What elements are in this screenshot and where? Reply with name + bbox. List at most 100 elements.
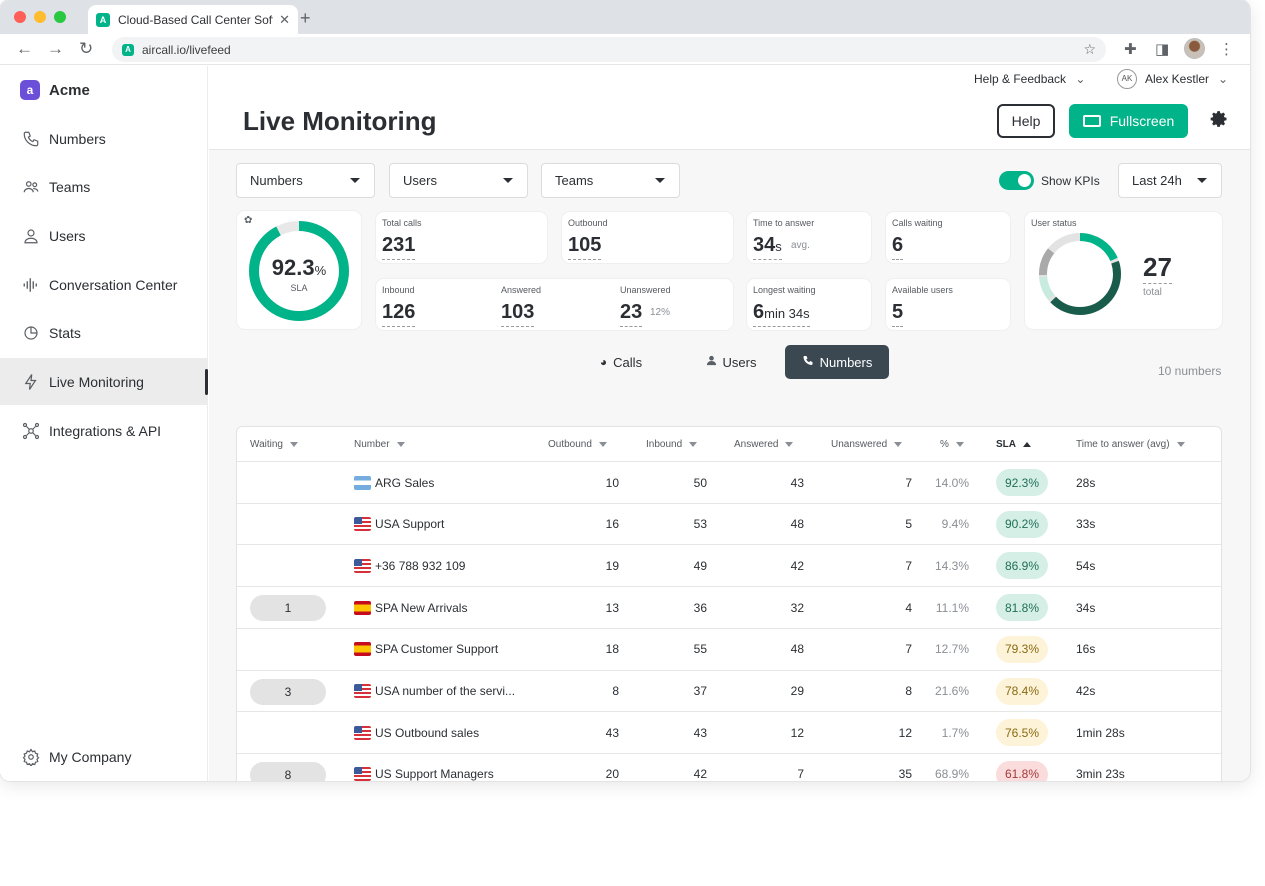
- unanswered-cell: 35: [898, 767, 912, 781]
- forward-arrow-icon[interactable]: →: [47, 39, 64, 58]
- tab-numbers[interactable]: Numbers: [785, 345, 889, 379]
- unanswered-cell: 7: [905, 475, 912, 490]
- maximize-window-icon[interactable]: [54, 11, 66, 23]
- number-cell[interactable]: USA number of the servi...: [354, 671, 534, 712]
- us-flag-icon: [354, 725, 371, 740]
- browser-tab[interactable]: A Cloud-Based Call Center Softw... ✕: [88, 5, 298, 34]
- reload-icon[interactable]: ↻: [79, 39, 94, 58]
- sidebar-item-live-monitoring[interactable]: Live Monitoring: [0, 358, 208, 405]
- minimize-window-icon[interactable]: [34, 11, 46, 23]
- brand[interactable]: a Acme: [20, 80, 90, 100]
- sidebar-item-numbers[interactable]: Numbers: [0, 115, 208, 162]
- numbers-filter-dropdown[interactable]: Numbers: [236, 163, 375, 198]
- sidebar-item-conversation-center[interactable]: Conversation Center: [0, 261, 208, 308]
- donut-segment-away: [1039, 233, 1121, 315]
- column-header-label: Outbound: [548, 439, 592, 450]
- sla-gauge-arc: [249, 221, 349, 321]
- close-window-icon[interactable]: [14, 11, 26, 23]
- table-row[interactable]: USA Support 16 53 48 5 9.4% 90.2% 33s: [237, 502, 1221, 545]
- unanswered-cell: 7: [905, 642, 912, 657]
- help-button[interactable]: Help: [997, 104, 1055, 138]
- table-row[interactable]: SPA Customer Support 18 55 48 7 12.7% 79.3% 16s: [237, 627, 1221, 670]
- time-to-answer-label: Time to answer: [753, 218, 815, 228]
- number-cell[interactable]: US Support Managers: [354, 754, 534, 781]
- outbound-cell: 18: [605, 642, 619, 657]
- column-header-sla[interactable]: SLA: [996, 439, 1031, 450]
- browser-menu-icon[interactable]: ⋮: [1219, 41, 1234, 58]
- column-header-number[interactable]: Number: [354, 439, 405, 450]
- unanswered-cell: 8: [905, 684, 912, 698]
- column-header-percent[interactable]: %: [940, 439, 964, 450]
- table-row[interactable]: US Outbound sales 43 43 12 12 1.7% 76.5% 1min 2…: [237, 711, 1221, 753]
- number-cell[interactable]: SPA Customer Support: [354, 629, 534, 670]
- column-header-label: Answered: [734, 439, 779, 450]
- back-arrow-icon[interactable]: ←: [16, 39, 33, 58]
- time-range-dropdown[interactable]: Last 24h: [1118, 163, 1222, 198]
- time-to-answer-cell: 34s: [1076, 600, 1096, 615]
- answered-value: 103: [501, 301, 535, 327]
- caret-down-icon: [655, 178, 665, 183]
- outbound-cell: 43: [605, 725, 619, 740]
- sidebar-item-my-company[interactable]: My Company: [0, 733, 208, 780]
- extensions-puzzle-icon[interactable]: ✚: [1124, 41, 1137, 58]
- number-cell[interactable]: +36 788 932 109: [354, 545, 534, 586]
- users-filter-dropdown[interactable]: Users: [389, 163, 528, 198]
- answered-cell: 42: [790, 558, 804, 573]
- inbound-cell: 55: [693, 642, 707, 657]
- table-row[interactable]: 1 SPA New Arrivals 13 36 32 4 11.1% 81.8% 34s: [237, 586, 1221, 628]
- sidebar-item-teams[interactable]: Teams: [0, 163, 208, 210]
- sort-caret-icon: [955, 442, 964, 447]
- number-cell[interactable]: ARG Sales: [354, 462, 534, 503]
- es-flag-icon: [354, 642, 371, 657]
- column-header-inbound[interactable]: Inbound: [646, 439, 698, 450]
- donut-segment-available: [1039, 233, 1121, 315]
- side-panel-icon[interactable]: ◨: [1155, 41, 1170, 58]
- column-header-answered[interactable]: Answered: [734, 439, 794, 450]
- sla-badge: 81.8%: [996, 594, 1048, 622]
- column-header-label: %: [940, 439, 949, 450]
- user-status-total: 27: [1143, 252, 1172, 284]
- column-header-outbound[interactable]: Outbound: [548, 439, 607, 450]
- table-row[interactable]: 3 USA number of the servi... 8 37 29 8 21.6% 78…: [237, 669, 1221, 712]
- tab-users[interactable]: Users: [696, 345, 766, 379]
- number-cell[interactable]: SPA New Arrivals: [354, 587, 534, 628]
- inbound-cell: 50: [693, 475, 707, 490]
- sidebar-item-users[interactable]: Users: [0, 212, 208, 259]
- time-to-answer-cell: 54s: [1076, 558, 1096, 573]
- user-menu[interactable]: AK Alex Kestler ⌄: [1117, 69, 1228, 89]
- column-header-unanswered[interactable]: Unanswered: [831, 439, 903, 450]
- column-header-waiting[interactable]: Waiting: [250, 439, 298, 450]
- sla-badge: 76.5%: [996, 719, 1048, 747]
- outbound-cell: 10: [605, 475, 619, 490]
- sla-badge: 86.9%: [996, 552, 1048, 580]
- tta-number: 34: [753, 234, 776, 256]
- outbound-label: Outbound: [568, 218, 608, 228]
- column-header-time-to-answer[interactable]: Time to answer (avg): [1076, 439, 1185, 450]
- fullscreen-button[interactable]: Fullscreen: [1069, 104, 1188, 138]
- sidebar-item-stats[interactable]: Stats: [0, 309, 208, 356]
- number-cell[interactable]: US Outbound sales: [354, 712, 534, 753]
- sidebar-item-integrations[interactable]: Integrations & API: [0, 407, 208, 454]
- teams-filter-dropdown[interactable]: Teams: [541, 163, 680, 198]
- table-row[interactable]: 8 US Support Managers 20 42 7 35 68.9% 61.8% 3mi…: [237, 752, 1221, 781]
- percent-cell: 1.7%: [941, 725, 969, 740]
- waiting-count-pill: 8: [250, 761, 326, 781]
- sidebar: a Acme Numbers Teams Users Conversati: [0, 66, 208, 781]
- settings-small-icon[interactable]: ✿: [244, 215, 253, 226]
- longest-rest: min 34s: [764, 306, 810, 321]
- outbound-cell: 20: [605, 767, 619, 781]
- help-feedback-menu[interactable]: Help & Feedback ⌄: [974, 72, 1085, 86]
- number-cell[interactable]: USA Support: [354, 504, 534, 545]
- address-bar[interactable]: A aircall.io/livefeed ☆: [112, 37, 1106, 62]
- profile-avatar[interactable]: [1184, 38, 1205, 59]
- close-tab-icon[interactable]: ✕: [279, 11, 290, 27]
- show-kpis-toggle[interactable]: [999, 171, 1034, 190]
- new-tab-icon[interactable]: +: [300, 8, 311, 28]
- table-row[interactable]: ARG Sales 10 50 43 7 14.0% 92.3% 28s: [237, 461, 1221, 503]
- tta-unit: s: [775, 239, 782, 254]
- inbound-cell: 43: [693, 725, 707, 740]
- bookmark-star-icon[interactable]: ☆: [1083, 41, 1096, 57]
- table-row[interactable]: +36 788 932 109 19 49 42 7 14.3% 86.9% 54s: [237, 544, 1221, 586]
- settings-gear-icon[interactable]: [1209, 109, 1229, 135]
- tab-calls[interactable]: ◕ Calls: [589, 345, 653, 379]
